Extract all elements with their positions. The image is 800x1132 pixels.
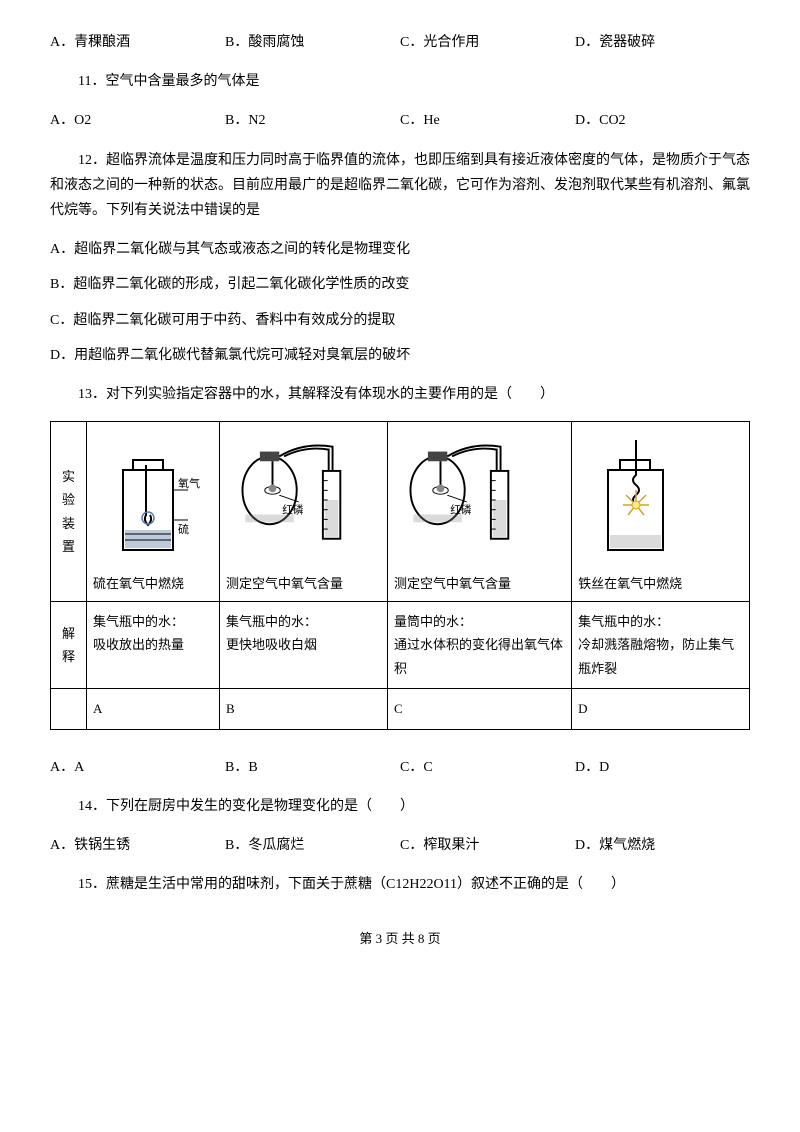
svg-text:红磷: 红磷 xyxy=(450,504,472,517)
q13-opt-d: D．D xyxy=(575,755,750,780)
q14-opt-a: A．铁锅生锈 xyxy=(50,833,225,858)
diagram-d: 铁丝在氧气中燃烧 xyxy=(572,422,750,602)
svg-text:氧气: 氧气 xyxy=(178,476,200,490)
q12-stem: 12．超临界流体是温度和压力同时高于临界值的流体，也即压缩到具有接近液体密度的气… xyxy=(50,148,750,224)
phosphorus-diagram-c: 红磷 xyxy=(394,430,549,570)
diagram-a: 氧气 硫 硫在氧气中燃烧 xyxy=(87,422,220,602)
q12-opt-b: B．超临界二氧化碳的形成，引起二氧化碳化学性质的改变 xyxy=(50,272,750,297)
diagram-c: 红磷 测定空气中氧气含量 xyxy=(388,422,572,602)
q12-opt-a: A．超临界二氧化碳与其气态或液态之间的转化是物理变化 xyxy=(50,237,750,262)
caption-d: 铁丝在氧气中燃烧 xyxy=(578,572,743,595)
diagram-b: 红磷 测定空气中氧气含量 xyxy=(220,422,388,602)
sulfur-oxygen-diagram: 氧气 硫 xyxy=(93,430,213,570)
letter-a: A xyxy=(87,689,220,729)
svg-text:红磷: 红磷 xyxy=(282,504,304,517)
explain-c: 量筒中的水： 通过水体积的变化得出氧气体积 xyxy=(388,602,572,689)
caption-c: 测定空气中氧气含量 xyxy=(394,572,565,595)
letter-c: C xyxy=(388,689,572,729)
q11-opt-d: D．CO2 xyxy=(575,108,750,133)
exp-c-line2: 通过水体积的变化得出氧气体积 xyxy=(394,633,565,680)
q11-opt-c: C．He xyxy=(400,108,575,133)
q12-opt-d: D．用超临界二氧化碳代替氟氯代烷可减轻对臭氧层的破坏 xyxy=(50,343,750,368)
exp-a-line1: 集气瓶中的水： xyxy=(93,610,213,633)
svg-text:硫: 硫 xyxy=(178,522,189,536)
explain-d: 集气瓶中的水： 冷却溅落融熔物，防止集气瓶炸裂 xyxy=(572,602,750,689)
q14-options: A．铁锅生锈 B．冬瓜腐烂 C．榨取果汁 D．煤气燃烧 xyxy=(50,833,750,858)
exp-c-line1: 量筒中的水： xyxy=(394,610,565,633)
exp-b-line1: 集气瓶中的水： xyxy=(226,610,381,633)
q12-opt-c: C．超临界二氧化碳可用于中药、香料中有效成分的提取 xyxy=(50,308,750,333)
q11-opt-b: B．N2 xyxy=(225,108,400,133)
row-header-apparatus: 实验装置 xyxy=(51,422,87,602)
q10-opt-a: A．青稞酿酒 xyxy=(50,30,225,55)
row-header-explain: 解释 xyxy=(51,602,87,689)
page-footer: 第 3 页 共 8 页 xyxy=(50,927,750,950)
exp-a-line2: 吸收放出的热量 xyxy=(93,633,213,656)
row-header-letter xyxy=(51,689,87,729)
explain-a: 集气瓶中的水： 吸收放出的热量 xyxy=(87,602,220,689)
letter-b: B xyxy=(220,689,388,729)
iron-oxygen-diagram xyxy=(578,430,698,570)
q14-opt-b: B．冬瓜腐烂 xyxy=(225,833,400,858)
q13-table: 实验装置 氧气 硫 硫在氧气中燃烧 xyxy=(50,421,750,730)
q13-opt-b: B．B xyxy=(225,755,400,780)
letter-d: D xyxy=(572,689,750,729)
q10-opt-d: D．瓷器破碎 xyxy=(575,30,750,55)
q13-opt-c: C．C xyxy=(400,755,575,780)
caption-b: 测定空气中氧气含量 xyxy=(226,572,381,595)
q11-stem: 11．空气中含量最多的气体是 xyxy=(50,69,750,94)
explain-b: 集气瓶中的水： 更快地吸收白烟 xyxy=(220,602,388,689)
q11-opt-a: A．O2 xyxy=(50,108,225,133)
q13-stem: 13．对下列实验指定容器中的水，其解释没有体现水的主要作用的是（ ） xyxy=(50,382,750,407)
q10-opt-b: B．酸雨腐蚀 xyxy=(225,30,400,55)
exp-b-line2: 更快地吸收白烟 xyxy=(226,633,381,656)
exp-d-line2: 冷却溅落融熔物，防止集气瓶炸裂 xyxy=(578,633,743,680)
q14-opt-d: D．煤气燃烧 xyxy=(575,833,750,858)
q13-opt-a: A．A xyxy=(50,755,225,780)
q15-stem: 15．蔗糖是生活中常用的甜味剂，下面关于蔗糖（C12H22O11）叙述不正确的是… xyxy=(50,872,750,897)
q10-options: A．青稞酿酒 B．酸雨腐蚀 C．光合作用 D．瓷器破碎 xyxy=(50,30,750,55)
q11-options: A．O2 B．N2 C．He D．CO2 xyxy=(50,108,750,133)
caption-a: 硫在氧气中燃烧 xyxy=(93,572,213,595)
q13-options: A．A B．B C．C D．D xyxy=(50,755,750,780)
apparatus-label: 实验装置 xyxy=(62,469,75,554)
exp-d-line1: 集气瓶中的水： xyxy=(578,610,743,633)
q14-opt-c: C．榨取果汁 xyxy=(400,833,575,858)
q10-opt-c: C．光合作用 xyxy=(400,30,575,55)
phosphorus-diagram-b: 红磷 xyxy=(226,430,381,570)
q14-stem: 14．下列在厨房中发生的变化是物理变化的是（ ） xyxy=(50,794,750,819)
